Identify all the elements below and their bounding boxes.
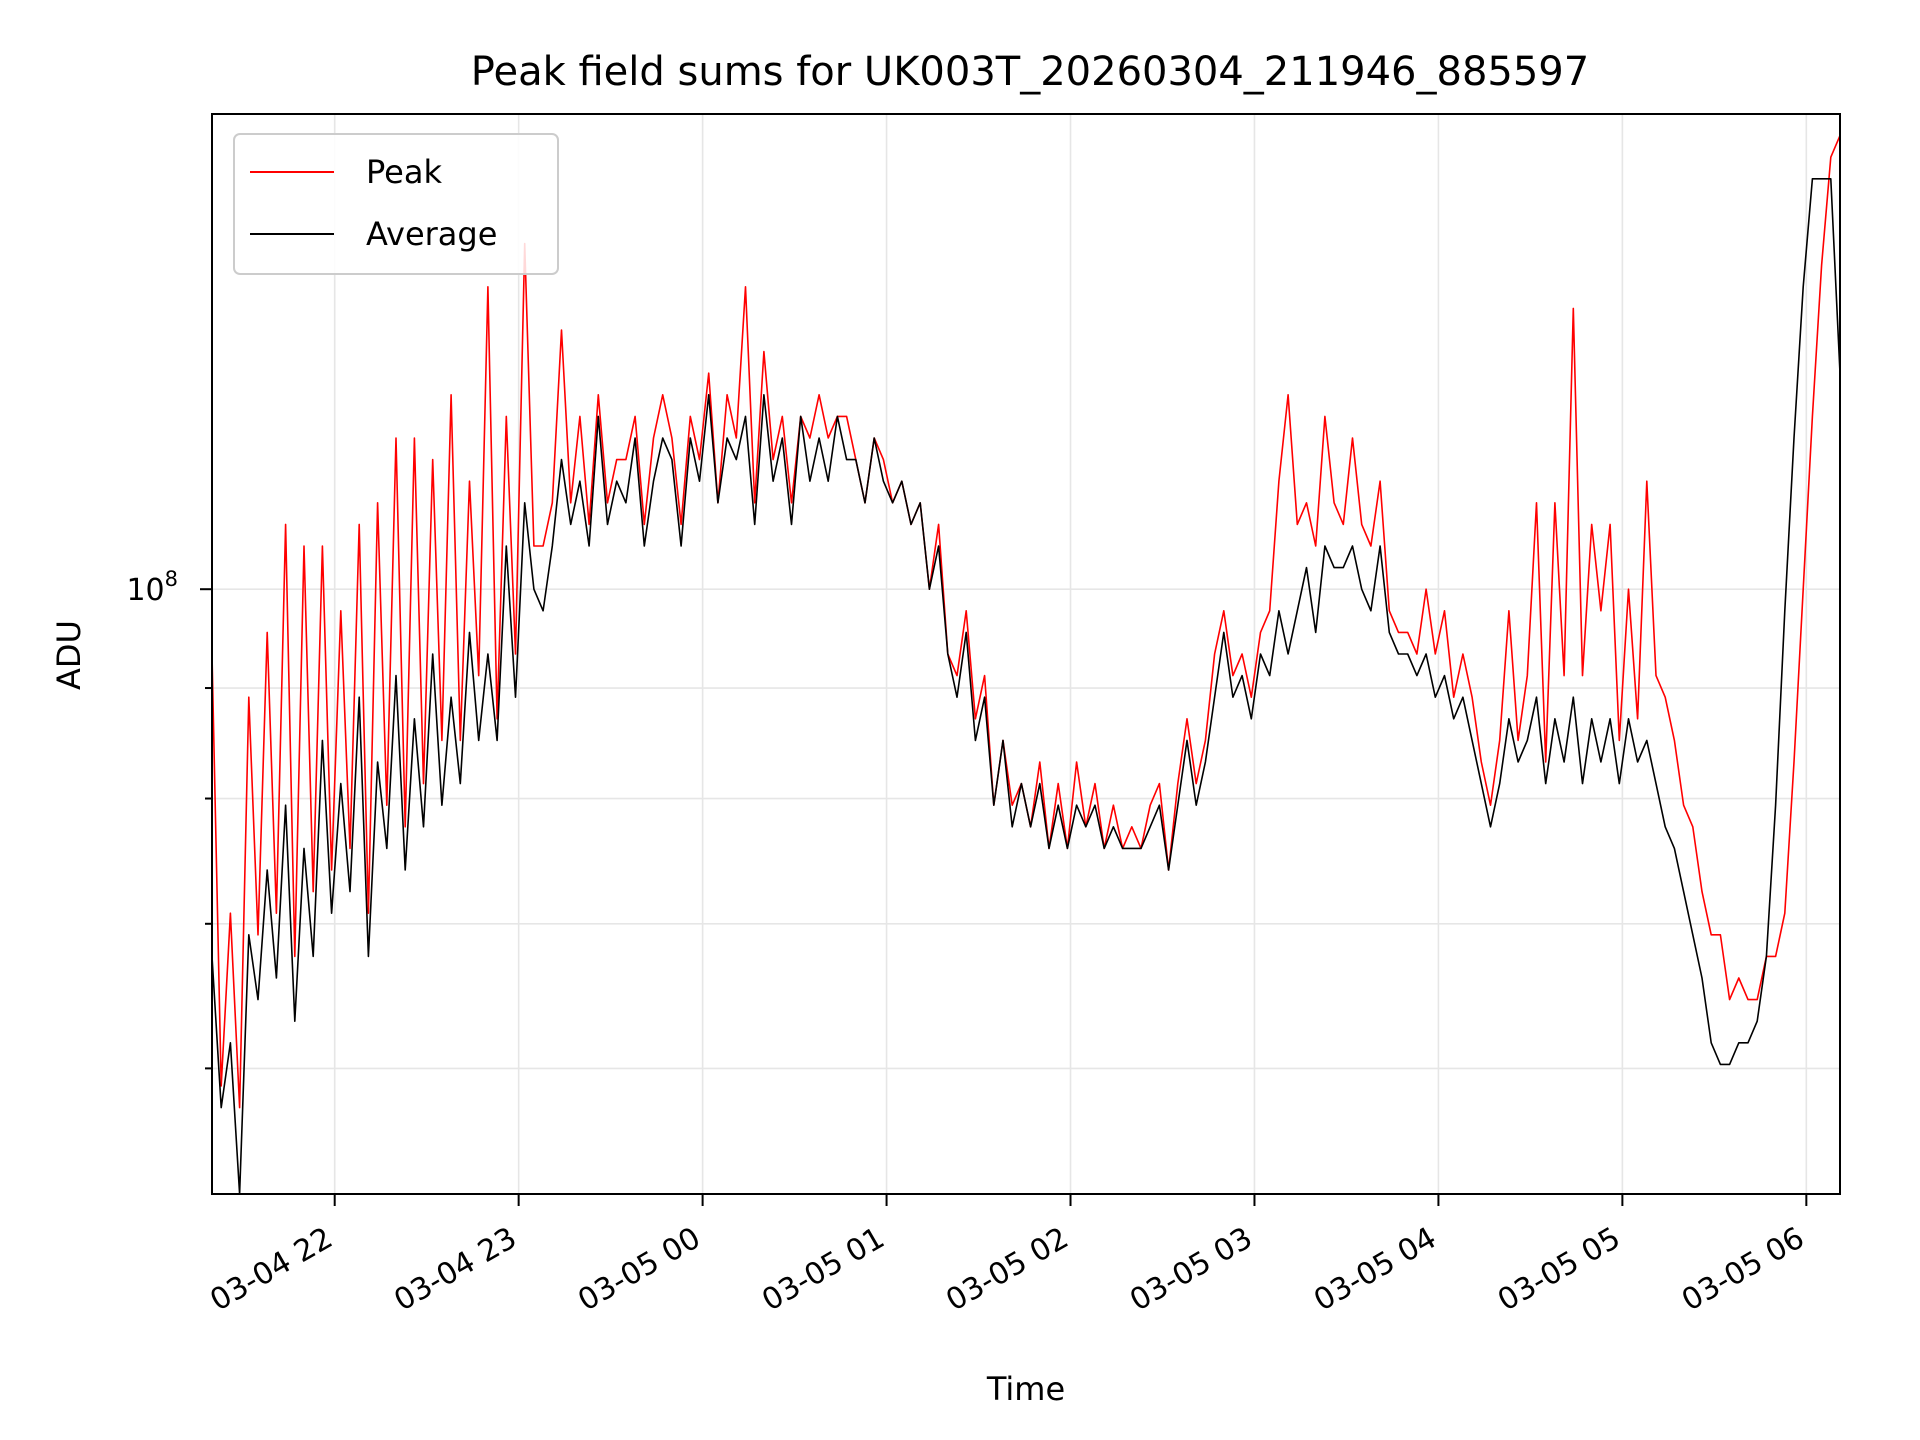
series-average-line: [211, 178, 1841, 1195]
x-axis-label: Time: [986, 1370, 1065, 1408]
legend-peak-label: Peak: [366, 153, 442, 191]
y-axis-ticks: 108: [126, 567, 212, 1070]
series-group: [211, 135, 1841, 1195]
chart-title: Peak field sums for UK003T_20260304_2119…: [471, 49, 1589, 95]
grid-lines: [212, 114, 1840, 1194]
y-axis-label: ADU: [50, 620, 88, 690]
legend: Peak Average: [233, 133, 559, 275]
axes-frame: [211, 113, 1841, 1195]
legend-average-label: Average: [366, 215, 497, 253]
legend-box: [233, 133, 559, 275]
y-tick-label: 108: [126, 567, 178, 608]
